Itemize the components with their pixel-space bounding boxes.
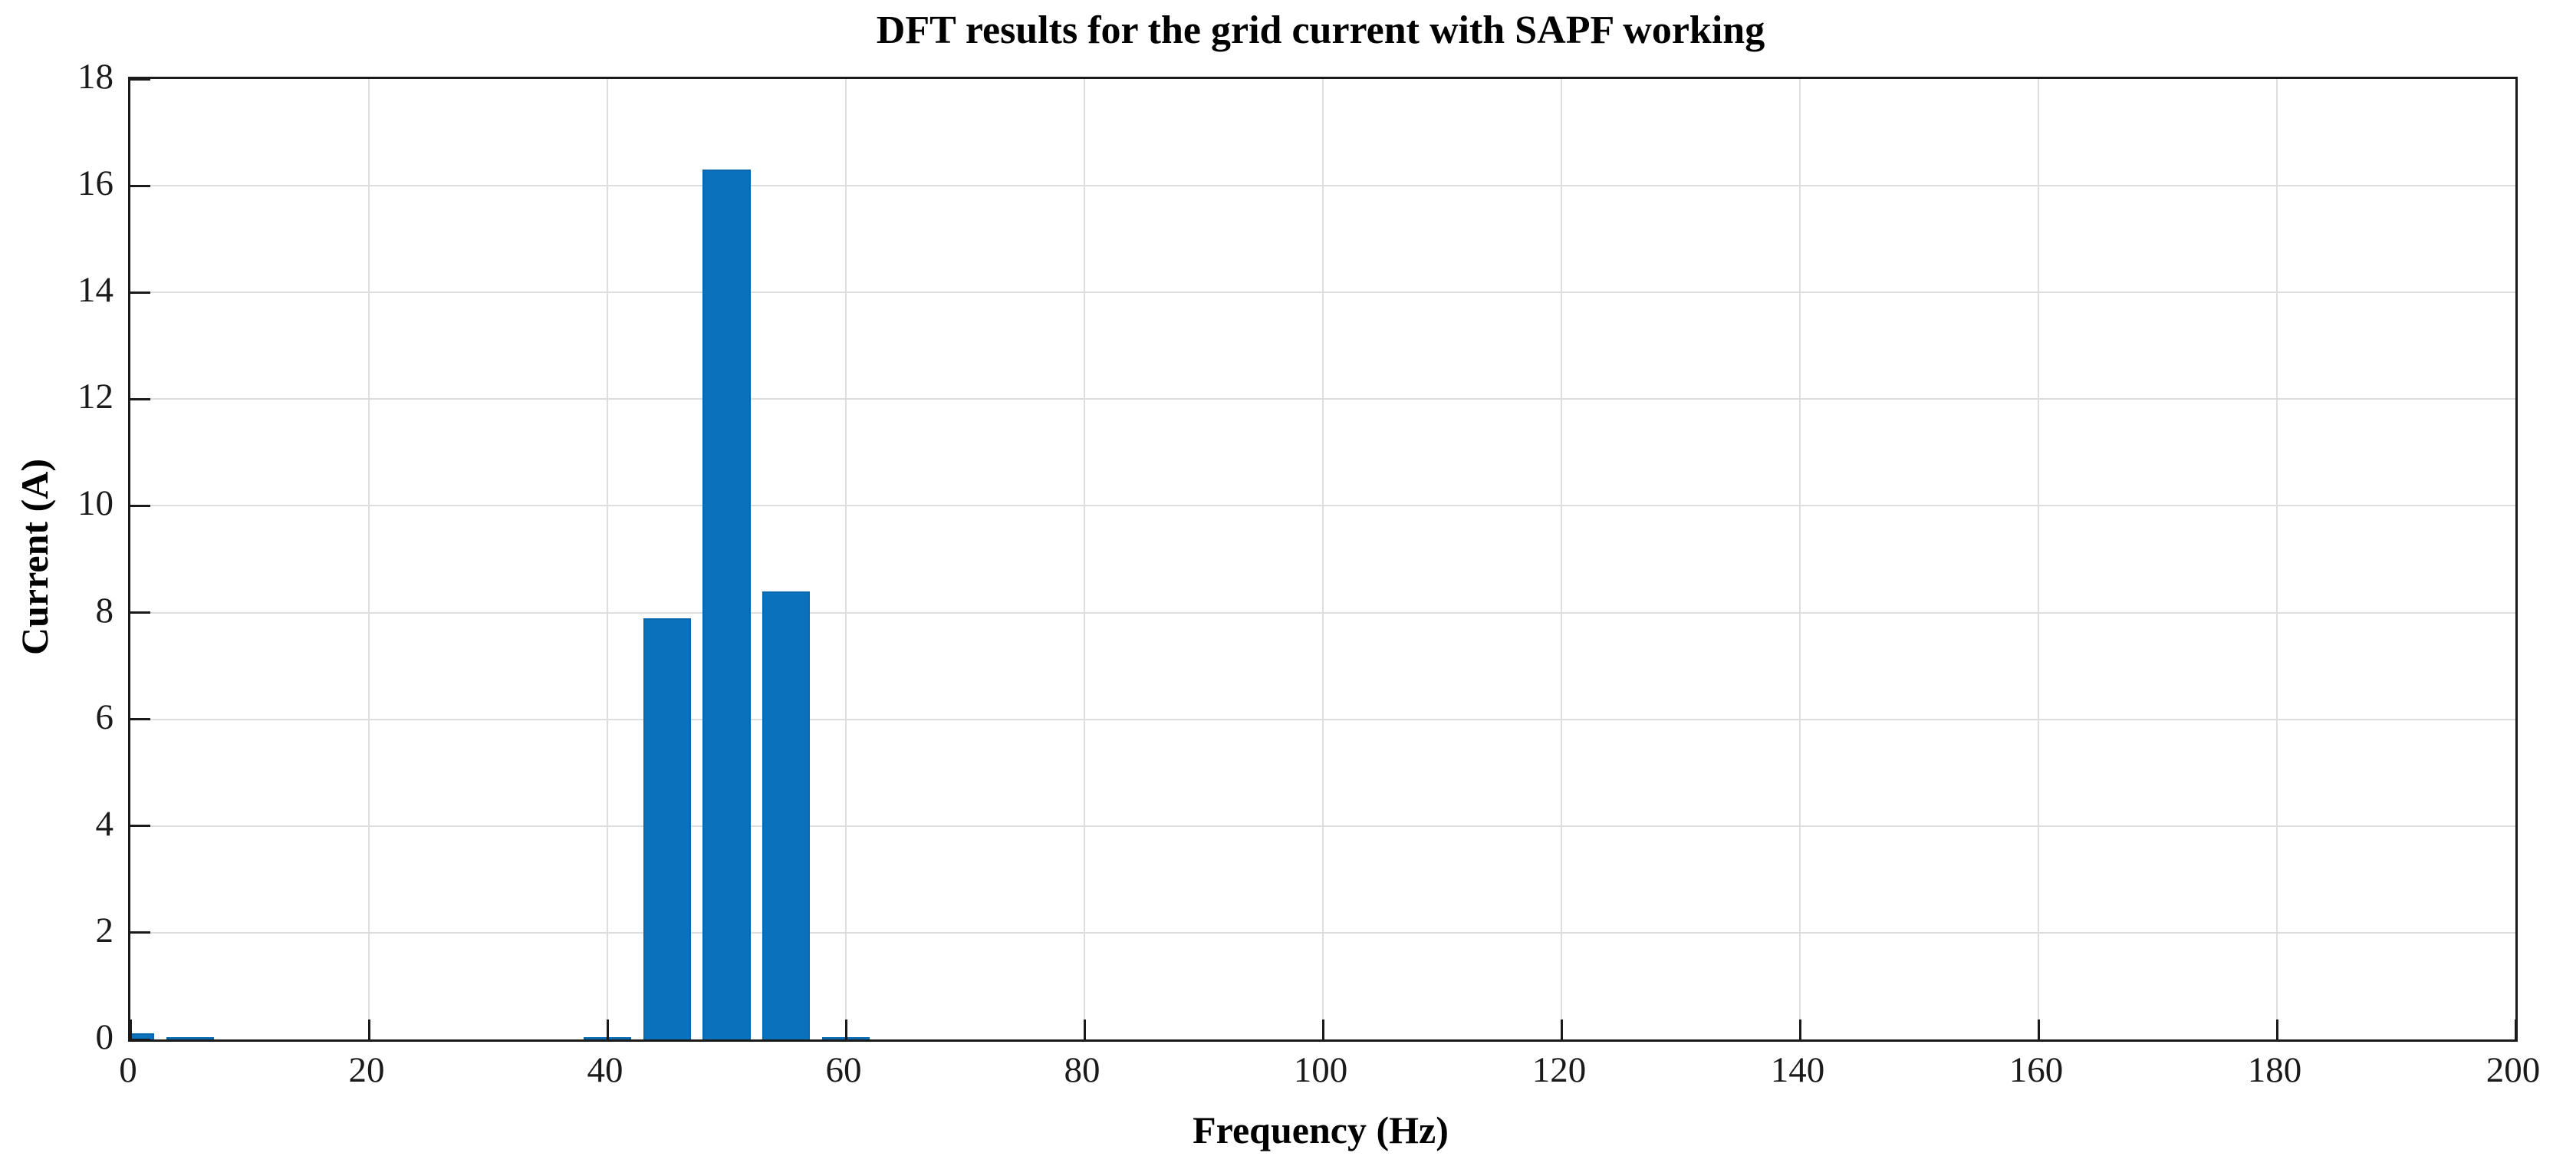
x-tick-label: 80 <box>1064 1050 1100 1090</box>
y-tick-mark <box>130 291 150 294</box>
gridline-horizontal <box>130 931 2515 934</box>
y-axis-label-wrap: Current (A) <box>8 77 61 1037</box>
y-tick-label: 0 <box>95 1017 114 1057</box>
gridline-horizontal <box>130 825 2515 827</box>
x-tick-mark <box>1560 1020 1563 1039</box>
y-tick-label: 4 <box>95 803 114 844</box>
y-tick-mark <box>130 611 150 614</box>
x-tick-mark <box>844 1020 847 1039</box>
gridline-vertical <box>1084 79 1085 1039</box>
chart-title: DFT results for the grid current with SA… <box>876 8 1765 52</box>
gridline-vertical <box>1322 79 1324 1039</box>
gridline-vertical <box>368 79 370 1039</box>
x-tick-label: 20 <box>348 1050 385 1090</box>
bar-0hz <box>130 1033 155 1039</box>
x-tick-label: 100 <box>1293 1050 1348 1090</box>
gridline-horizontal <box>130 611 2515 614</box>
gridline-horizontal <box>130 718 2515 720</box>
y-tick-label: 10 <box>77 483 114 524</box>
y-tick-label: 14 <box>77 270 114 311</box>
y-tick-mark <box>130 184 150 187</box>
x-tick-mark <box>1798 1020 1801 1039</box>
y-tick-label: 8 <box>95 590 114 631</box>
x-tick-label: 200 <box>2486 1050 2541 1090</box>
gridline-horizontal <box>130 398 2515 400</box>
x-tick-mark <box>2275 1020 2278 1039</box>
y-tick-mark <box>130 825 150 828</box>
gridline-vertical <box>845 79 847 1039</box>
y-tick-label: 2 <box>95 910 114 950</box>
bar-55hz <box>762 591 811 1039</box>
plot-area <box>128 77 2518 1042</box>
x-tick-label: 40 <box>587 1050 623 1090</box>
gridline-horizontal <box>130 185 2515 187</box>
bar-5hz <box>166 1036 214 1039</box>
y-tick-mark <box>130 504 150 507</box>
x-tick-mark <box>606 1020 609 1039</box>
y-axis-label: Current (A) <box>13 459 56 655</box>
y-tick-label: 6 <box>95 697 114 737</box>
x-tick-label: 140 <box>1770 1050 1825 1090</box>
y-tick-mark <box>130 1038 150 1039</box>
x-tick-label: 180 <box>2247 1050 2302 1090</box>
gridline-vertical <box>2276 79 2278 1039</box>
x-tick-mark <box>130 1020 132 1039</box>
x-axis-label: Frequency (Hz) <box>1193 1108 1449 1151</box>
x-tick-mark <box>367 1020 370 1039</box>
bar-50hz <box>702 170 751 1039</box>
y-tick-label: 12 <box>77 377 114 417</box>
y-tick-label: 16 <box>77 163 114 204</box>
x-tick-mark <box>2514 1020 2515 1039</box>
x-tick-label: 60 <box>825 1050 862 1090</box>
x-tick-label: 120 <box>1531 1050 1587 1090</box>
gridline-vertical <box>1561 79 1562 1039</box>
gridline-horizontal <box>130 292 2515 294</box>
y-tick-mark <box>130 931 150 934</box>
bar-45hz <box>643 618 691 1039</box>
x-tick-mark <box>1083 1020 1086 1039</box>
y-tick-label: 18 <box>77 57 114 97</box>
x-tick-mark <box>2037 1020 2040 1039</box>
gridline-vertical <box>607 79 608 1039</box>
y-tick-mark <box>130 718 150 721</box>
gridline-vertical <box>1799 79 1801 1039</box>
x-tick-label: 160 <box>2008 1050 2064 1090</box>
gridline-vertical <box>2038 79 2039 1039</box>
y-tick-mark <box>130 397 150 400</box>
x-tick-label: 0 <box>119 1050 137 1090</box>
gridline-horizontal <box>130 505 2515 507</box>
x-tick-mark <box>1321 1020 1324 1039</box>
y-tick-mark <box>130 79 150 81</box>
